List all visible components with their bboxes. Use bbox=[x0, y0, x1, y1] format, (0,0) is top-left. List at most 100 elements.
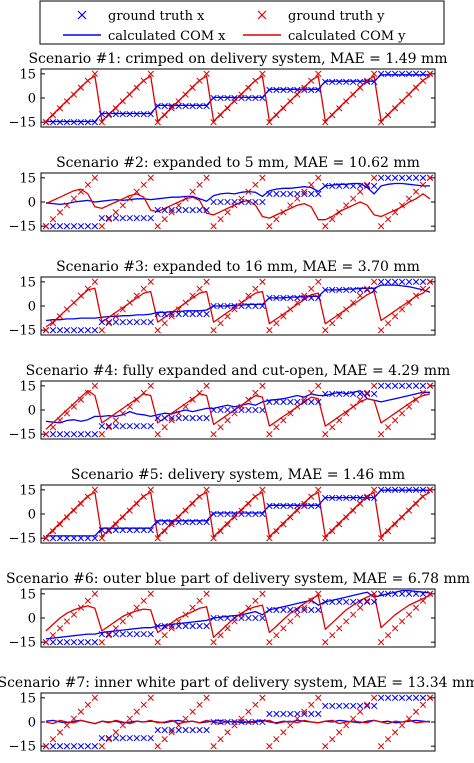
gt-x-marker bbox=[56, 223, 64, 230]
gt-x-marker-stroke bbox=[252, 614, 259, 622]
gt-y-marker-stroke bbox=[161, 216, 168, 223]
gt-x-marker-stroke bbox=[70, 743, 78, 750]
gt-y-marker bbox=[377, 223, 385, 230]
gt-x-marker bbox=[308, 502, 315, 510]
gt-x-marker-stroke bbox=[245, 406, 252, 414]
gt-y-marker-stroke bbox=[147, 694, 154, 701]
gt-y-marker-stroke bbox=[70, 195, 78, 202]
gt-x-marker bbox=[398, 174, 406, 181]
gt-y-marker bbox=[370, 694, 378, 701]
gt-x-marker bbox=[210, 198, 217, 206]
gt-x-marker bbox=[329, 182, 336, 190]
gt-x-marker-stroke bbox=[98, 734, 106, 742]
gt-y-marker bbox=[84, 181, 92, 188]
gt-y-marker bbox=[315, 486, 322, 493]
gt-x-marker-stroke bbox=[224, 302, 231, 310]
gt-x-marker-stroke bbox=[405, 694, 413, 701]
gt-x-marker bbox=[391, 382, 399, 389]
gt-x-marker bbox=[126, 318, 133, 326]
gt-x-marker bbox=[287, 710, 294, 718]
gt-y-marker-stroke bbox=[287, 410, 294, 417]
gt-y-marker bbox=[168, 313, 175, 320]
gt-y-marker-stroke bbox=[224, 729, 231, 736]
gt-x-marker-stroke bbox=[182, 726, 189, 734]
gt-x-marker bbox=[147, 214, 154, 222]
gt-x-marker bbox=[63, 327, 71, 334]
gt-y-marker-stroke bbox=[364, 181, 371, 188]
gt-y-marker-stroke bbox=[357, 500, 364, 507]
gt-y-marker-stroke bbox=[168, 209, 175, 216]
gt-x-marker bbox=[364, 598, 371, 606]
gt-y-marker bbox=[329, 320, 336, 327]
gt-y-marker bbox=[224, 521, 231, 528]
gt-y-marker bbox=[154, 743, 161, 750]
gt-y-marker bbox=[70, 195, 78, 202]
gt-y-marker bbox=[91, 694, 99, 701]
gt-x-marker-stroke bbox=[419, 590, 427, 597]
gt-y-marker-stroke bbox=[231, 722, 238, 729]
gt-x-marker bbox=[126, 110, 133, 118]
gt-y-marker-stroke bbox=[343, 306, 350, 313]
gt-x-marker bbox=[350, 390, 357, 398]
gt-y-marker bbox=[182, 195, 189, 202]
gt-y-marker bbox=[357, 84, 364, 91]
gt-y-marker-stroke bbox=[329, 528, 336, 535]
gt-y-marker-stroke bbox=[377, 639, 385, 646]
gt-y-marker-stroke bbox=[419, 701, 427, 708]
gt-y-marker bbox=[168, 729, 175, 736]
gt-x-marker-stroke bbox=[315, 398, 322, 406]
gt-x-marker bbox=[133, 630, 140, 638]
gt-y-marker bbox=[77, 292, 85, 299]
gt-y-marker-stroke bbox=[336, 313, 343, 320]
gt-y-marker bbox=[343, 618, 350, 625]
gt-x-marker bbox=[203, 726, 210, 734]
gt-x-marker-stroke bbox=[210, 198, 217, 206]
gt-x-marker-stroke bbox=[203, 310, 210, 318]
y-tick-label: 15 bbox=[19, 483, 36, 498]
gt-y-marker bbox=[133, 292, 140, 299]
gt-y-marker bbox=[168, 105, 175, 112]
y-tick-label: 15 bbox=[19, 379, 36, 394]
gt-y-marker-stroke bbox=[217, 736, 224, 743]
gt-y-marker bbox=[370, 174, 378, 181]
gt-y-marker bbox=[154, 119, 161, 126]
gt-y-marker-stroke bbox=[140, 597, 147, 604]
gt-y-marker bbox=[301, 396, 308, 403]
gt-x-marker bbox=[377, 174, 385, 181]
gt-y-marker-stroke bbox=[140, 285, 147, 292]
gt-y-marker bbox=[329, 528, 336, 535]
gt-y-marker-stroke bbox=[189, 84, 196, 91]
gt-x-marker-stroke bbox=[56, 223, 64, 230]
gt-x-marker-stroke bbox=[259, 94, 266, 102]
gt-x-marker-stroke bbox=[287, 710, 294, 718]
gt-y-marker bbox=[412, 396, 420, 403]
gt-y-marker bbox=[384, 112, 392, 119]
y-tick-label: 0 bbox=[28, 300, 36, 315]
gt-y-marker-stroke bbox=[245, 604, 252, 611]
gt-x-marker bbox=[357, 494, 364, 502]
gt-x-marker bbox=[405, 382, 413, 389]
gt-x-marker-stroke bbox=[140, 526, 147, 534]
gt-x-marker bbox=[119, 110, 126, 118]
gt-x-marker-stroke bbox=[350, 390, 357, 398]
gt-y-marker-stroke bbox=[147, 486, 154, 493]
gt-y-marker-stroke bbox=[133, 188, 140, 195]
gt-y-marker bbox=[210, 431, 217, 438]
com-y-line bbox=[45, 286, 431, 328]
gt-y-marker-stroke bbox=[203, 486, 210, 493]
gt-x-marker-stroke bbox=[154, 102, 161, 110]
gt-x-marker-stroke bbox=[161, 206, 168, 214]
gt-x-marker bbox=[56, 327, 64, 334]
gt-y-marker-stroke bbox=[412, 604, 420, 611]
gt-x-marker bbox=[175, 726, 182, 734]
gt-x-marker bbox=[322, 598, 329, 606]
gt-y-marker bbox=[56, 417, 64, 424]
gt-x-marker-stroke bbox=[364, 702, 371, 710]
gt-x-marker bbox=[182, 102, 189, 110]
gt-x-marker-stroke bbox=[370, 286, 378, 294]
gt-y-marker-stroke bbox=[196, 493, 203, 500]
gt-y-marker bbox=[175, 514, 182, 521]
gt-y-marker bbox=[147, 694, 154, 701]
gt-y-marker bbox=[119, 618, 126, 625]
gt-x-marker-stroke bbox=[273, 398, 280, 406]
